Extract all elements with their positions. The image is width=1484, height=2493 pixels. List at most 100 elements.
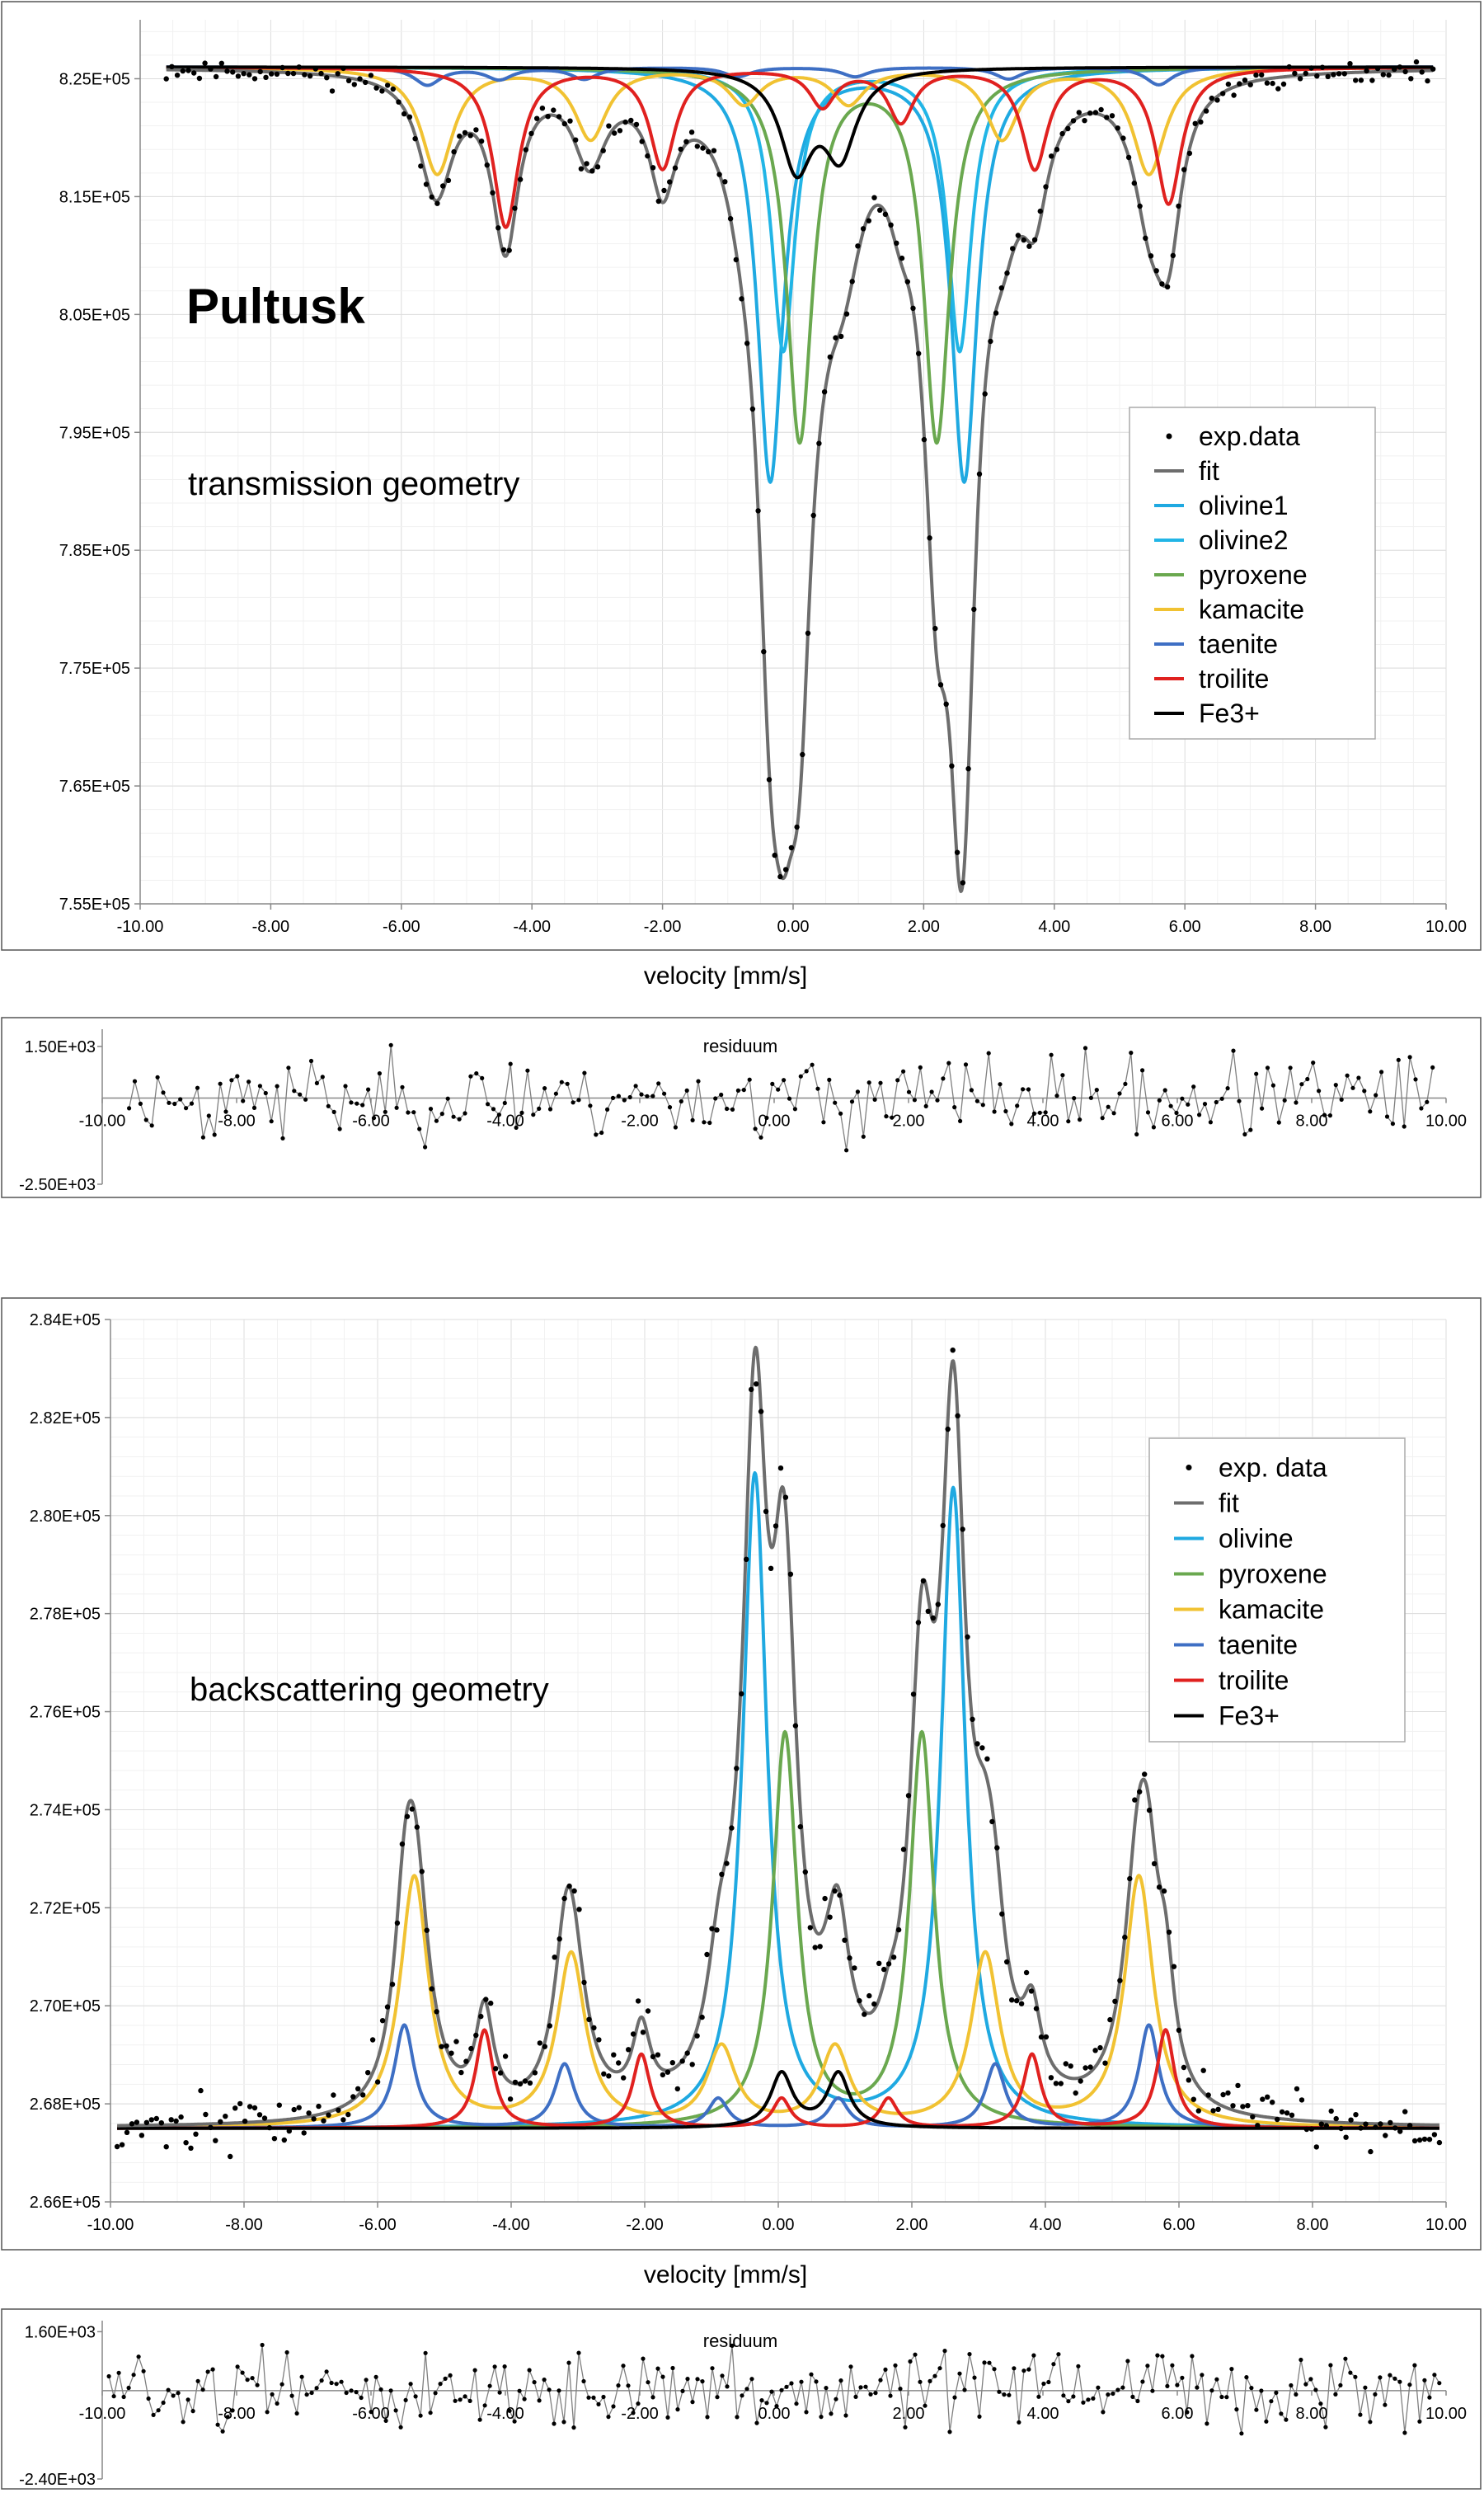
exp-data-point (591, 2025, 597, 2031)
residuum-point (1208, 1120, 1213, 1125)
residuum-label: residuum (703, 1036, 777, 1056)
residuum-point (1150, 2388, 1155, 2393)
exp-data-point (594, 164, 601, 170)
residuum-point (1388, 2373, 1392, 2378)
residuum-point (605, 1107, 610, 1112)
exp-data-point (684, 2050, 690, 2056)
residuum-point (463, 1111, 467, 1116)
exp-data-point (1004, 1959, 1010, 1965)
residuum-point (935, 1098, 940, 1103)
residuum-point (482, 2403, 487, 2408)
exp-data-point (139, 2133, 145, 2138)
legend: exp. data fit olivine pyroxene kamacite taeni… (1148, 1437, 1406, 1743)
exp-data-point (573, 137, 579, 143)
residuum-point (804, 2410, 809, 2415)
exp-data-point (213, 73, 219, 80)
residuum-point (215, 2422, 220, 2427)
residuum-point (690, 2400, 695, 2405)
residuum-point (388, 2388, 393, 2393)
residuum-point (873, 2391, 878, 2396)
residuum-point (519, 1110, 524, 1115)
exp-data-point (772, 852, 777, 858)
residuum-point (1111, 1111, 1116, 1116)
residuum-point (467, 2398, 472, 2403)
residuum-point (963, 1062, 969, 1067)
exp-data-point (1220, 91, 1226, 96)
exp-data-point (1215, 2106, 1221, 2112)
exp-data-point (527, 2080, 533, 2086)
exp-data-point (974, 1741, 980, 1747)
exp-data-point (1297, 76, 1303, 82)
exp-data-point (444, 2043, 449, 2049)
legend-label: troilite (1219, 1666, 1289, 1696)
residuum-point (650, 1094, 655, 1098)
residuum-point (1036, 2394, 1041, 2399)
residuum-point (1200, 2373, 1205, 2378)
residuum-point (695, 2377, 700, 2382)
residuum-point (843, 2413, 848, 2418)
residuum-point (292, 1089, 297, 1094)
exp-data-point (1407, 2123, 1413, 2128)
exp-data-point (389, 1982, 396, 1987)
exp-data-point (412, 136, 418, 142)
residuum-point (366, 1087, 371, 1092)
x-tick-label: -2.00 (644, 918, 682, 936)
exp-data-point (1031, 237, 1038, 242)
residuum-point (1368, 2420, 1373, 2425)
exp-data-point (910, 305, 916, 311)
residuum-point (205, 2369, 210, 2374)
residuum-point (1094, 1088, 1099, 1093)
residuum-point (758, 1135, 763, 1140)
y-tick-label: 1.60E+03 (25, 2323, 96, 2341)
exp-data-point (168, 2117, 174, 2123)
residuum-point (606, 2415, 611, 2420)
residuum-point (275, 1084, 279, 1089)
exp-data-point (817, 1944, 823, 1950)
residuum-point (888, 2393, 893, 2398)
residuum-point (1145, 2364, 1150, 2368)
residuum-point (1229, 2367, 1234, 2372)
exp-data-point (1190, 2096, 1197, 2102)
exp-data-point (1353, 78, 1359, 83)
exp-data-point (1358, 78, 1364, 83)
series-line-kamacite (165, 66, 1435, 176)
exp-data-point (1368, 2148, 1374, 2155)
residuum-point (359, 2395, 364, 2401)
legend-label: fit (1219, 1489, 1239, 1518)
residuum-point (1299, 1082, 1304, 1087)
residuum-point (1130, 2394, 1135, 2399)
exp-data-point (1408, 76, 1414, 82)
residuum-point (883, 2367, 888, 2372)
exp-data-point (1015, 233, 1021, 238)
residuum-point (1101, 2410, 1106, 2415)
residuum-point (1175, 2382, 1180, 2387)
residuum-point (1288, 1065, 1293, 1070)
exp-data-point (758, 1409, 764, 1414)
exp-data-point (1323, 2123, 1330, 2128)
residuum-point (1117, 1091, 1122, 1096)
residuum-point (451, 1114, 456, 1119)
residuum-point (132, 1079, 138, 1084)
exp-data-point (960, 1526, 965, 1532)
residuum-point (1041, 2381, 1046, 2387)
residuum-point (878, 2378, 883, 2382)
legend-box (1148, 1437, 1406, 1743)
residuum-point (354, 2390, 359, 2395)
residuum-point (1303, 2382, 1308, 2387)
exp-data-point (916, 350, 922, 356)
residuum-point (378, 2387, 383, 2392)
series-line-fe3- (115, 2070, 1441, 2130)
residuum-point (371, 1116, 377, 1121)
exp-data-point (1289, 2112, 1295, 2118)
x-tick-label: 10.00 (1425, 2405, 1467, 2423)
residuum-point (1151, 1125, 1156, 1130)
exp-data-point (711, 148, 717, 153)
exp-data-point (1186, 150, 1193, 157)
residuum-point (314, 1080, 319, 1085)
residuum-point (685, 2377, 690, 2382)
residuum-point (502, 2364, 507, 2369)
exp-data-point (719, 1871, 725, 1877)
residuum-point (1231, 1048, 1236, 1053)
residuum-point (480, 1075, 485, 1080)
residuum-point (1214, 1099, 1219, 1105)
